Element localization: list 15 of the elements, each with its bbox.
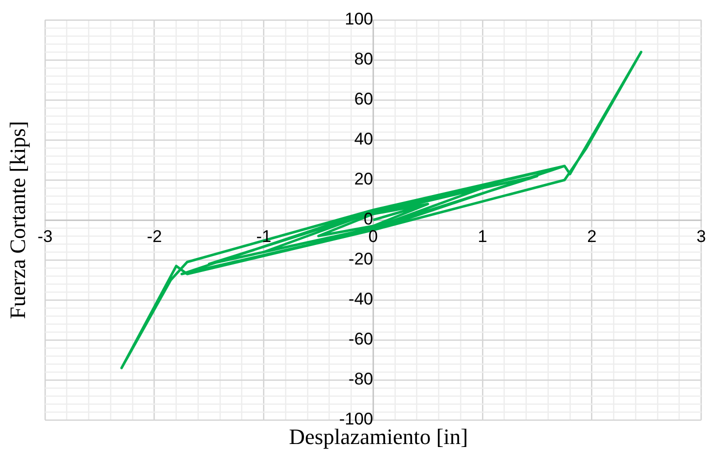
y-tick-label: -80	[348, 370, 374, 389]
y-tick-label: 100	[344, 10, 374, 29]
y-axis-title: Fuerza Cortante [kips]	[5, 121, 31, 319]
y-tick-label: 80	[354, 50, 374, 69]
x-tick-label: 3	[696, 226, 706, 246]
x-tick-label: 1	[478, 226, 488, 246]
x-tick-label: -2	[146, 226, 162, 246]
y-tick-label: -20	[348, 250, 374, 269]
y-tick-label: 60	[354, 90, 374, 109]
x-tick-label: -3	[37, 226, 53, 246]
y-tick-label: -40	[348, 290, 374, 309]
y-tick-label: -60	[348, 330, 374, 349]
x-tick-label: 2	[587, 226, 597, 246]
y-tick-label: 40	[354, 130, 374, 149]
y-tick-label: 20	[354, 170, 374, 189]
